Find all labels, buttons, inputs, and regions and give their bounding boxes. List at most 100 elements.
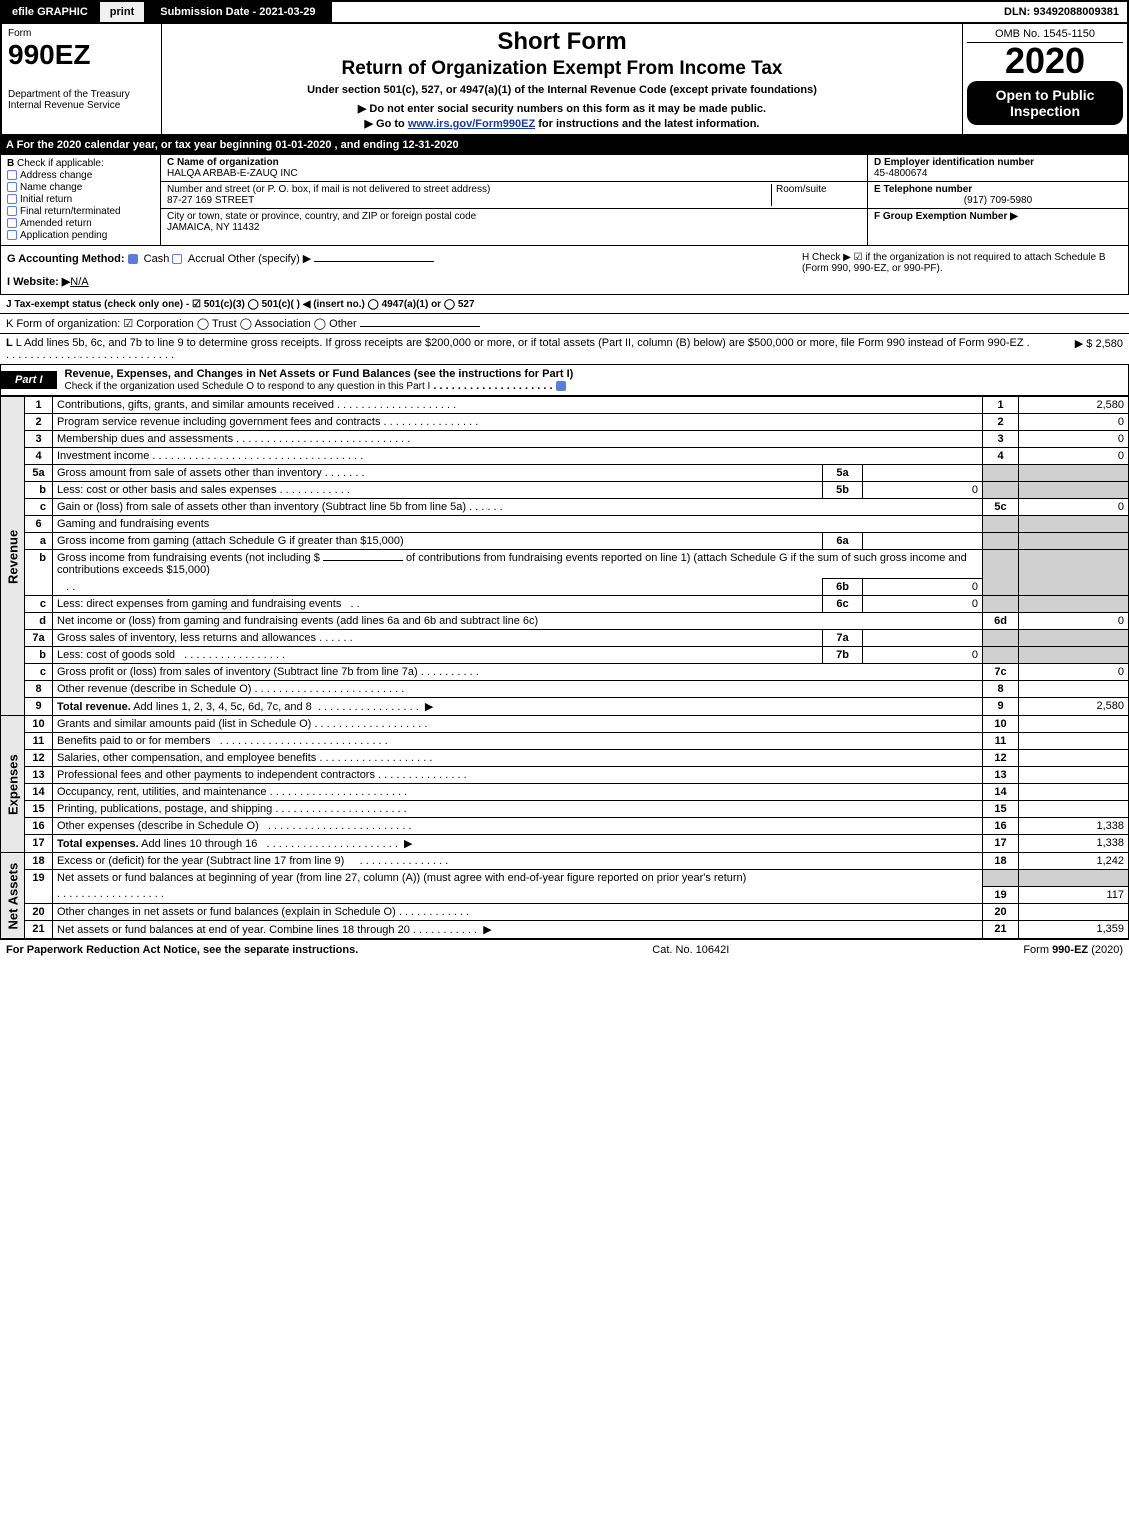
l15-num: 15 xyxy=(25,801,53,818)
open-public: Open to Public Inspection xyxy=(967,81,1123,125)
l5a-num: 5a xyxy=(25,465,53,482)
l2-amt: 0 xyxy=(1019,414,1129,431)
l5b-iamt: 0 xyxy=(863,482,983,499)
header-center: Short Form Return of Organization Exempt… xyxy=(162,24,962,134)
l7a-ibox: 7a xyxy=(823,630,863,647)
l7a-shade xyxy=(983,630,1019,647)
chk-address[interactable] xyxy=(7,170,17,180)
chk-schedule-o[interactable] xyxy=(556,381,566,391)
l6c-iamt: 0 xyxy=(863,596,983,613)
l6a-shade2 xyxy=(1019,533,1129,550)
l7b-ibox: 7b xyxy=(823,647,863,664)
l5b-ibox: 5b xyxy=(823,482,863,499)
l3-box: 3 xyxy=(983,431,1019,448)
l21-box: 21 xyxy=(983,920,1019,938)
section-j: J Tax-exempt status (check only one) - ☑… xyxy=(0,295,1129,314)
g-other-field[interactable] xyxy=(314,261,434,262)
efile-button[interactable]: efile GRAPHIC xyxy=(2,2,100,22)
form-ref: Form 990-EZ (2020) xyxy=(1023,944,1123,956)
l6-shade xyxy=(983,516,1019,533)
l11-num: 11 xyxy=(25,733,53,750)
l4-box: 4 xyxy=(983,448,1019,465)
l6-desc: Gaming and fundraising events xyxy=(53,516,983,533)
c-name-label: C Name of organization xyxy=(167,157,861,168)
street: 87-27 169 STREET xyxy=(167,195,771,206)
l6a-shade xyxy=(983,533,1019,550)
l-text: L Add lines 5b, 6c, and 7b to line 9 to … xyxy=(16,337,1024,349)
l6c-shade xyxy=(983,596,1019,613)
info-grid: B Check if applicable: Address change Na… xyxy=(0,154,1129,246)
l4-amt: 0 xyxy=(1019,448,1129,465)
l8-amt xyxy=(1019,681,1129,698)
dept-treasury: Department of the Treasury xyxy=(8,89,155,100)
l6a-desc: Gross income from gaming (attach Schedul… xyxy=(53,533,823,550)
chk-pending[interactable] xyxy=(7,230,17,240)
part1-title: Revenue, Expenses, and Changes in Net As… xyxy=(65,368,574,380)
l2-num: 2 xyxy=(25,414,53,431)
chk-accrual[interactable] xyxy=(172,254,182,264)
l21-desc: Net assets or fund balances at end of ye… xyxy=(57,924,410,936)
short-form-title: Short Form xyxy=(170,28,954,56)
city: JAMAICA, NY 11432 xyxy=(167,222,861,233)
k-other-field[interactable] xyxy=(360,326,480,327)
l6a-num: a xyxy=(25,533,53,550)
b-title: Check if applicable: xyxy=(17,158,104,169)
l6b-blank[interactable] xyxy=(323,560,403,561)
l5a-shade xyxy=(983,465,1019,482)
irs-link[interactable]: www.irs.gov/Form990EZ xyxy=(408,118,535,130)
l20-box: 20 xyxy=(983,903,1019,920)
l14-box: 14 xyxy=(983,784,1019,801)
l6d-num: d xyxy=(25,613,53,630)
section-h: H Check ▶ ☑ if the organization is not r… xyxy=(802,252,1122,288)
print-button[interactable]: print xyxy=(100,2,146,22)
section-l: L L Add lines 5b, 6c, and 7b to line 9 t… xyxy=(0,334,1129,365)
l12-amt xyxy=(1019,750,1129,767)
chk-initial[interactable] xyxy=(7,194,17,204)
l1-box: 1 xyxy=(983,397,1019,414)
l4-num: 4 xyxy=(25,448,53,465)
l7a-num: 7a xyxy=(25,630,53,647)
part1-label: Part I xyxy=(1,371,57,389)
b-item-1: Name change xyxy=(20,182,82,193)
chk-amended[interactable] xyxy=(7,218,17,228)
l7c-amt: 0 xyxy=(1019,664,1129,681)
b-item-3: Final return/terminated xyxy=(20,206,121,217)
irs: Internal Revenue Service xyxy=(8,100,155,111)
revenue-label: Revenue xyxy=(1,397,25,716)
l1-num: 1 xyxy=(25,397,53,414)
g-cash: Cash xyxy=(144,253,170,265)
l1-desc: Contributions, gifts, grants, and simila… xyxy=(57,399,334,411)
section-b: B Check if applicable: Address change Na… xyxy=(1,155,161,245)
l12-num: 12 xyxy=(25,750,53,767)
l17-num: 17 xyxy=(25,835,53,853)
l20-desc: Other changes in net assets or fund bala… xyxy=(57,906,396,918)
l9-num: 9 xyxy=(25,698,53,716)
ein: 45-4800674 xyxy=(874,168,1122,179)
h-text: H Check ▶ ☑ if the organization is not r… xyxy=(802,252,1106,274)
l7c-desc: Gross profit or (loss) from sales of inv… xyxy=(57,666,418,678)
k-text: K Form of organization: ☑ Corporation ◯ … xyxy=(6,318,357,330)
phone: (917) 709-5980 xyxy=(874,195,1122,206)
l6b-iamt: 0 xyxy=(863,579,983,596)
b-item-4: Amended return xyxy=(20,218,92,229)
l7b-iamt: 0 xyxy=(863,647,983,664)
l18-amt: 1,242 xyxy=(1019,853,1129,870)
form-header: Form 990EZ Department of the Treasury In… xyxy=(0,24,1129,136)
chk-name[interactable] xyxy=(7,182,17,192)
chk-cash[interactable] xyxy=(128,254,138,264)
l1-amt: 2,580 xyxy=(1019,397,1129,414)
l16-amt: 1,338 xyxy=(1019,818,1129,835)
l19-shade2 xyxy=(1019,870,1129,887)
room-label: Room/suite xyxy=(771,184,861,206)
l6-shade2 xyxy=(1019,516,1129,533)
tax-year: 2020 xyxy=(967,43,1123,79)
section-c: C Name of organization HALQA ARBAB-E-ZAU… xyxy=(161,155,868,245)
return-title: Return of Organization Exempt From Incom… xyxy=(170,58,954,80)
l7b-num: b xyxy=(25,647,53,664)
chk-final[interactable] xyxy=(7,206,17,216)
l13-box: 13 xyxy=(983,767,1019,784)
l5c-amt: 0 xyxy=(1019,499,1129,516)
l6a-iamt xyxy=(863,533,983,550)
l8-num: 8 xyxy=(25,681,53,698)
l3-num: 3 xyxy=(25,431,53,448)
